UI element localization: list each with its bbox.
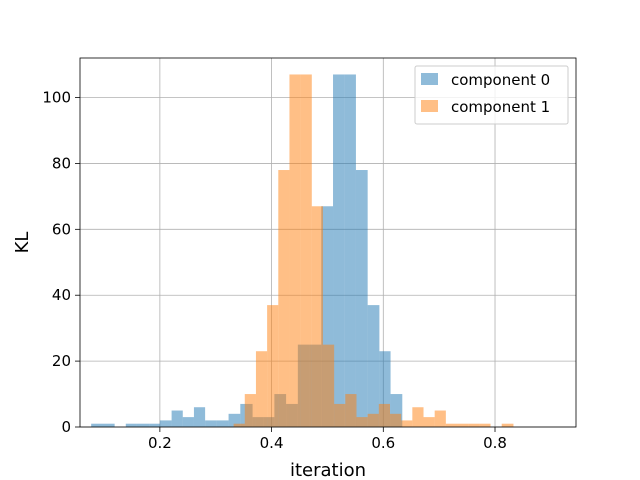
histogram-bar-component-1 — [412, 407, 424, 427]
histogram-bar-component-1 — [278, 170, 290, 427]
x-tick-label: 0.2 — [148, 434, 172, 452]
histogram-bar-component-1 — [345, 394, 357, 427]
histogram-bar-component-1 — [468, 423, 480, 427]
histogram-bar-component-1 — [479, 423, 491, 427]
legend-swatch-component-1 — [421, 100, 438, 112]
histogram-bars — [91, 74, 514, 428]
histogram-bar-component-0 — [379, 351, 391, 427]
histogram-bar-component-0 — [193, 407, 206, 427]
histogram-bar-component-1 — [501, 423, 514, 427]
histogram-bar-component-0 — [149, 423, 160, 427]
histogram-bar-component-0 — [136, 423, 150, 427]
legend-swatch-component-0 — [421, 73, 438, 85]
histogram-bar-component-0 — [159, 420, 172, 427]
histogram-bar-component-1 — [434, 410, 446, 427]
histogram-bar-component-0 — [91, 423, 115, 427]
plot-frame — [79, 57, 577, 428]
histogram-bar-component-1 — [378, 403, 390, 427]
histogram-bar-component-0 — [367, 305, 380, 427]
x-axis-label: iteration — [290, 460, 366, 480]
histogram-bar-component-0 — [125, 423, 137, 427]
y-tick-label: 0 — [61, 418, 71, 436]
histogram-bar-component-0 — [182, 417, 194, 427]
histogram-bar-component-1 — [445, 423, 458, 427]
histogram-bar-component-1 — [255, 351, 268, 427]
histogram-bar-component-0 — [390, 394, 403, 427]
histogram-bar-component-1 — [322, 344, 335, 427]
y-tick-label: 20 — [52, 352, 71, 370]
y-axis-label: KL — [12, 232, 33, 254]
axis-ticks: 0.2 0.4 0.6 0.8 0 20 40 60 80 100 — [42, 89, 507, 452]
histogram-bar-component-0 — [228, 413, 241, 427]
legend: component 0 component 1 — [414, 65, 569, 125]
y-tick-label: 100 — [42, 89, 71, 107]
histogram-bar-component-1 — [390, 413, 402, 427]
histogram-bar-component-1 — [300, 74, 312, 428]
y-tick-label: 40 — [52, 286, 71, 304]
histogram-bar-component-1 — [244, 394, 256, 427]
x-tick-label: 0.4 — [260, 434, 284, 452]
histogram-bar-component-1 — [311, 206, 323, 427]
histogram-bar-component-1 — [423, 417, 435, 427]
histogram-bar-component-0 — [205, 420, 217, 427]
legend-label-component-0: component 0 — [451, 71, 550, 89]
y-tick-label: 60 — [52, 220, 71, 238]
histogram-bar-component-1 — [267, 305, 279, 427]
histogram-bar-component-0 — [216, 420, 229, 427]
x-tick-label: 0.6 — [371, 434, 395, 452]
histogram-bar-component-0 — [321, 206, 334, 427]
histogram-bar-component-1 — [401, 420, 413, 427]
legend-box — [414, 65, 569, 125]
histogram-bar-component-1 — [367, 413, 379, 427]
legend-label-component-1: component 1 — [451, 98, 550, 116]
histogram-bar-component-1 — [334, 403, 346, 427]
histogram-bar-component-0 — [333, 74, 345, 428]
histogram-bar-component-0 — [355, 170, 368, 427]
x-tick-label: 0.8 — [483, 434, 507, 452]
histogram-bar-component-1 — [233, 423, 245, 427]
histogram-bar-component-1 — [457, 423, 469, 427]
histogram-bar-component-1 — [356, 417, 368, 427]
histogram-bar-component-0 — [344, 74, 356, 428]
histogram-bar-component-0 — [171, 410, 183, 427]
histogram-bar-component-1 — [289, 74, 301, 428]
y-tick-label: 80 — [52, 154, 71, 172]
